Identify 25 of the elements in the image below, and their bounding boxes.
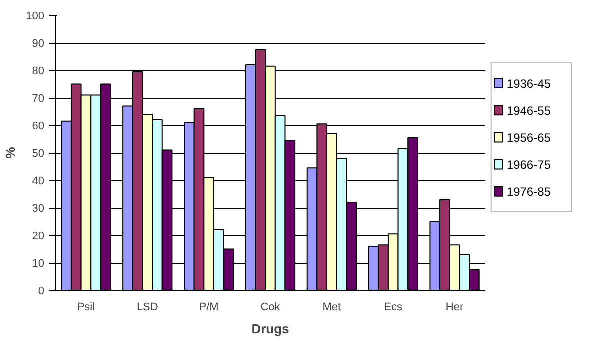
legend-label: 1956-65 [506,130,552,145]
legend-label: 1946-55 [506,104,552,118]
y-tick-label: 20 [32,230,45,242]
x-tick-label: Met [322,302,342,314]
y-tick-label: 60 [32,120,45,132]
y-tick-label: 80 [32,66,45,78]
y-axis-title: % [3,146,18,159]
legend-label: 1966-75 [506,158,552,172]
legend-label: 1976-85 [506,185,552,200]
y-tick-label: 50 [32,148,45,160]
x-tick-label: LSD [136,302,158,314]
y-tick-label: 70 [32,93,45,105]
x-tick-label: Her [446,302,464,314]
y-tick-label: 90 [32,38,45,50]
y-tick-label: 100 [26,10,45,22]
y-tick-label: 40 [32,176,45,188]
x-axis-title: Drugs [252,322,290,336]
legend-label: 1936-45 [506,76,552,91]
y-tick-label: 0 [38,286,45,298]
y-tick-label: 10 [32,258,45,270]
x-tick-label: Cok [260,302,281,314]
x-tick-label: Ecs [384,302,404,314]
x-tick-label: Psil [77,302,96,314]
x-tick-label: P/M [199,302,219,314]
y-tick-label: 30 [32,203,45,215]
